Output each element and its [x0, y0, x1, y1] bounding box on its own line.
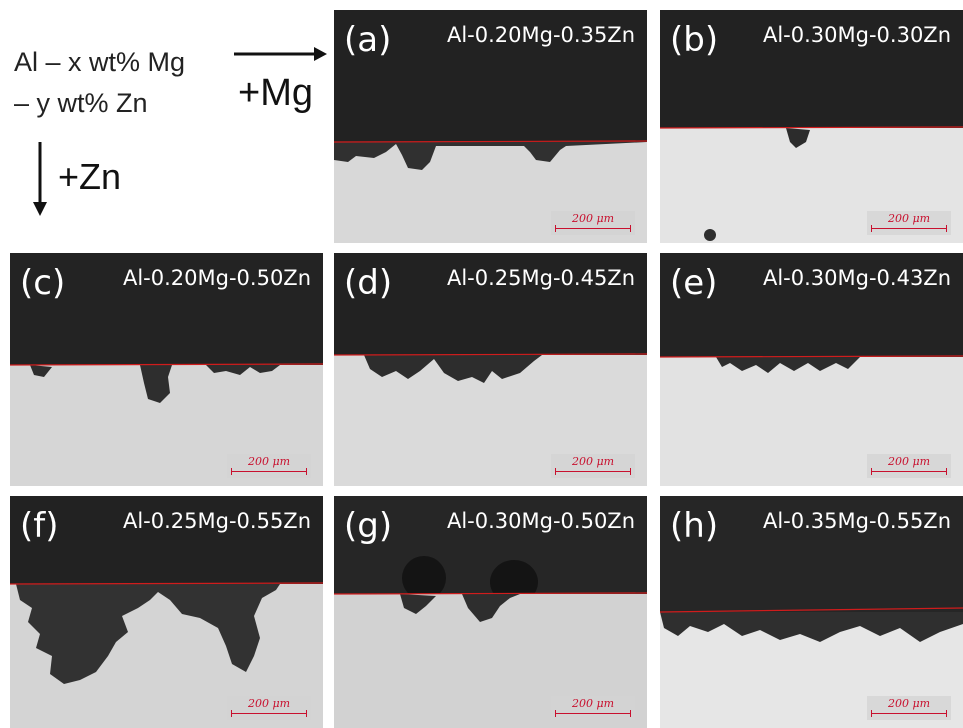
panel-title: Al-0.30Mg-0.43Zn: [762, 266, 951, 290]
panel-title: Al-0.30Mg-0.50Zn: [446, 509, 635, 533]
micrograph-panel-e: (e) Al-0.30Mg-0.43Zn 200 μm: [660, 253, 963, 486]
panel-title: Al-0.20Mg-0.50Zn: [122, 266, 311, 290]
scale-bar: 200 μm: [551, 696, 635, 720]
panel-letter: (c): [20, 263, 66, 303]
panel-title: Al-0.25Mg-0.45Zn: [446, 266, 635, 290]
micrograph-image-c: [10, 253, 323, 486]
micrograph-panel-b: (b) Al-0.30Mg-0.30Zn 200 μm: [660, 10, 963, 243]
panel-title: Al-0.25Mg-0.55Zn: [122, 509, 311, 533]
micrograph-image-b: [660, 10, 963, 243]
micrograph-image-a: [334, 10, 647, 243]
micrograph-panel-h: (h) Al-0.35Mg-0.55Zn 200 μm: [660, 496, 963, 728]
micrograph-image-d: [334, 253, 647, 486]
panel-letter: (a): [344, 20, 392, 60]
scale-line: [231, 710, 307, 717]
mg-increase-label: +Mg: [238, 72, 313, 114]
scale-label: 200 μm: [571, 697, 615, 710]
scale-label: 200 μm: [247, 697, 291, 710]
scale-line: [555, 468, 631, 475]
scale-label: 200 μm: [887, 212, 931, 225]
panel-title: Al-0.30Mg-0.30Zn: [762, 23, 951, 47]
arrow-down-icon: [33, 142, 47, 216]
micrograph-image-f: [10, 496, 323, 728]
panel-title: Al-0.35Mg-0.55Zn: [762, 509, 951, 533]
micrograph-panel-g: (g) Al-0.30Mg-0.50Zn 200 μm: [334, 496, 647, 728]
scale-bar: 200 μm: [867, 454, 951, 478]
panel-letter: (h): [670, 506, 719, 546]
panel-letter: (f): [20, 506, 59, 546]
scale-label: 200 μm: [571, 455, 615, 468]
scale-label: 200 μm: [571, 212, 615, 225]
arrow-right-icon: [234, 47, 327, 61]
scale-label: 200 μm: [247, 455, 291, 468]
scale-bar: 200 μm: [227, 454, 311, 478]
scale-line: [555, 710, 631, 717]
scale-line: [871, 710, 947, 717]
micrograph-panel-a: (a) Al-0.20Mg-0.35Zn 200 μm: [334, 10, 647, 243]
micrograph-image-e: [660, 253, 963, 486]
micrograph-panel-c: (c) Al-0.20Mg-0.50Zn 200 μm: [10, 253, 323, 486]
scale-line: [555, 225, 631, 232]
legend-composition-line1: Al – x wt% Mg: [14, 47, 186, 77]
scale-line: [871, 225, 947, 232]
scale-bar: 200 μm: [551, 211, 635, 235]
panel-letter: (d): [344, 263, 393, 303]
scale-bar: 200 μm: [867, 696, 951, 720]
panel-title: Al-0.20Mg-0.35Zn: [446, 23, 635, 47]
scale-line: [231, 468, 307, 475]
scale-bar: 200 μm: [227, 696, 311, 720]
scale-label: 200 μm: [887, 697, 931, 710]
micrograph-panel-d: (d) Al-0.25Mg-0.45Zn 200 μm: [334, 253, 647, 486]
legend-composition-line2: – y wt% Zn: [14, 88, 148, 118]
panel-letter: (b): [670, 20, 719, 60]
micrograph-panel-f: (f) Al-0.25Mg-0.55Zn 200 μm: [10, 496, 323, 728]
scale-label: 200 μm: [887, 455, 931, 468]
scale-bar: 200 μm: [551, 454, 635, 478]
micrograph-image-h: [660, 496, 963, 728]
scale-line: [871, 468, 947, 475]
scale-bar: 200 μm: [867, 211, 951, 235]
panel-letter: (e): [670, 263, 718, 303]
zn-increase-label: +Zn: [58, 156, 122, 197]
panel-letter: (g): [344, 506, 393, 546]
